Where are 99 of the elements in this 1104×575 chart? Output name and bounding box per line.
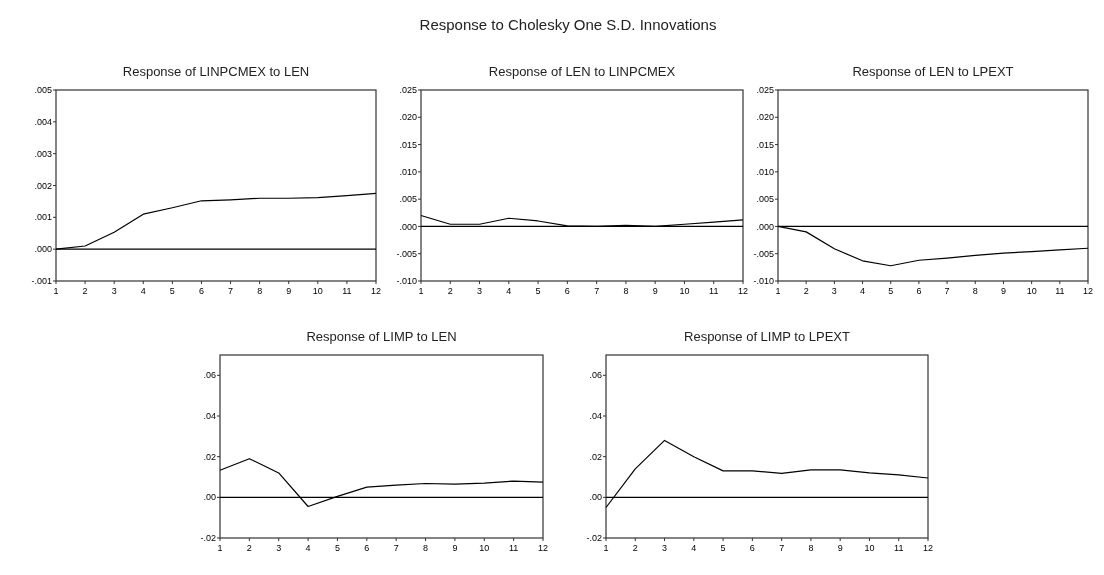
x-tick-label: 9 (1000, 286, 1006, 296)
x-tick-label: 7 (594, 286, 600, 296)
x-tick-label: 8 (972, 286, 978, 296)
chart-title: Response of LIMP to LEN (306, 329, 457, 344)
y-tick-label: .005 (756, 194, 774, 205)
y-tick-label: .002 (34, 180, 52, 191)
x-tick-label: 4 (860, 286, 866, 296)
y-tick-label: .020 (399, 112, 417, 123)
x-tick-label: 4 (506, 286, 512, 296)
x-tick-label: 1 (53, 286, 59, 296)
x-tick-label: 5 (334, 543, 340, 553)
x-tick-label: 6 (364, 543, 370, 553)
x-tick-label: 11 (342, 286, 352, 296)
x-tick-label: 2 (82, 286, 88, 296)
chart-title: Response of LINPCMEX to LEN (122, 64, 310, 79)
x-tick-label: 3 (111, 286, 117, 296)
x-tick-label: 3 (662, 543, 668, 553)
x-tick-label: 10 (1026, 286, 1037, 296)
x-tick-label: 3 (831, 286, 837, 296)
x-tick-label: 11 (1055, 286, 1065, 296)
x-tick-label: 1 (603, 543, 609, 553)
x-tick-label: 2 (803, 286, 809, 296)
x-tick-label: 5 (169, 286, 175, 296)
y-tick-label: .010 (399, 167, 417, 178)
x-tick-label: 2 (632, 543, 638, 553)
y-tick-label: -.02 (200, 533, 216, 544)
x-tick-label: 5 (720, 543, 726, 553)
x-tick-label: 12 (737, 286, 749, 296)
y-tick-label: .06 (203, 370, 216, 381)
y-tick-label: .001 (34, 212, 52, 223)
x-tick-label: 1 (217, 543, 223, 553)
y-tick-label: .000 (399, 221, 417, 232)
y-tick-label: -.010 (396, 276, 417, 287)
x-tick-label: 7 (228, 286, 234, 296)
x-tick-label: 3 (477, 286, 483, 296)
y-tick-label: .020 (756, 112, 774, 123)
y-tick-label: -.005 (753, 248, 774, 259)
chart-title: Response of LEN to LINPCMEX (488, 64, 676, 79)
y-tick-label: .015 (756, 139, 774, 150)
x-tick-label: 8 (423, 543, 429, 553)
x-tick-label: 9 (452, 543, 458, 553)
x-tick-label: 10 (312, 286, 323, 296)
text: Response to Cholesky One S.D. Innovations (419, 16, 717, 33)
x-tick-label: 6 (198, 286, 204, 296)
x-tick-label: 1 (418, 286, 424, 296)
y-tick-label: -.001 (31, 276, 52, 287)
x-tick-label: 3 (276, 543, 282, 553)
x-tick-label: 9 (286, 286, 292, 296)
y-tick-label: .003 (34, 148, 52, 159)
y-tick-label: .02 (589, 451, 602, 462)
y-tick-label: .04 (589, 411, 602, 422)
x-tick-label: 6 (916, 286, 922, 296)
x-tick-label: 8 (808, 543, 814, 553)
x-tick-label: 4 (305, 543, 311, 553)
x-tick-label: 7 (944, 286, 950, 296)
x-tick-label: 5 (888, 286, 894, 296)
y-tick-label: .005 (34, 85, 52, 96)
x-tick-label: 7 (393, 543, 399, 553)
x-tick-label: 8 (623, 286, 629, 296)
x-tick-label: 6 (564, 286, 570, 296)
y-tick-label: .005 (399, 194, 417, 205)
x-tick-label: 8 (257, 286, 263, 296)
y-tick-label: .004 (34, 116, 52, 127)
x-tick-label: 11 (894, 543, 904, 553)
y-tick-label: .00 (589, 492, 602, 503)
x-tick-label: 10 (679, 286, 690, 296)
y-tick-label: .00 (203, 492, 216, 503)
x-tick-label: 7 (779, 543, 785, 553)
x-tick-label: 10 (479, 543, 490, 553)
x-tick-label: 12 (1082, 286, 1094, 296)
x-tick-label: 9 (652, 286, 658, 296)
x-tick-label: 1 (775, 286, 781, 296)
y-tick-label: .04 (203, 411, 216, 422)
x-tick-label: 4 (140, 286, 146, 296)
y-tick-label: .02 (203, 451, 216, 462)
chart-title: Response of LEN to LPEXT (852, 64, 1014, 79)
x-tick-label: 12 (537, 543, 549, 553)
x-tick-label: 12 (922, 543, 934, 553)
y-tick-label: -.02 (586, 533, 602, 544)
y-tick-label: -.010 (753, 276, 774, 287)
chart-title: Response of LIMP to LPEXT (684, 329, 851, 344)
x-tick-label: 4 (691, 543, 697, 553)
x-tick-label: 2 (246, 543, 252, 553)
x-tick-label: 5 (535, 286, 541, 296)
x-tick-label: 9 (837, 543, 843, 553)
y-tick-label: .015 (399, 139, 417, 150)
y-tick-label: .000 (756, 221, 774, 232)
x-tick-label: 10 (864, 543, 875, 553)
x-tick-label: 11 (508, 543, 519, 553)
x-tick-label: 2 (447, 286, 453, 296)
x-tick-label: 12 (370, 286, 382, 296)
y-tick-label: .025 (756, 85, 774, 96)
y-tick-label: .06 (589, 370, 602, 381)
x-tick-label: 11 (709, 286, 719, 296)
y-tick-label: -.005 (396, 248, 417, 259)
x-tick-label: 6 (749, 543, 755, 553)
y-tick-label: .000 (34, 244, 52, 255)
y-tick-label: .010 (756, 167, 774, 178)
y-tick-label: .025 (399, 85, 417, 96)
